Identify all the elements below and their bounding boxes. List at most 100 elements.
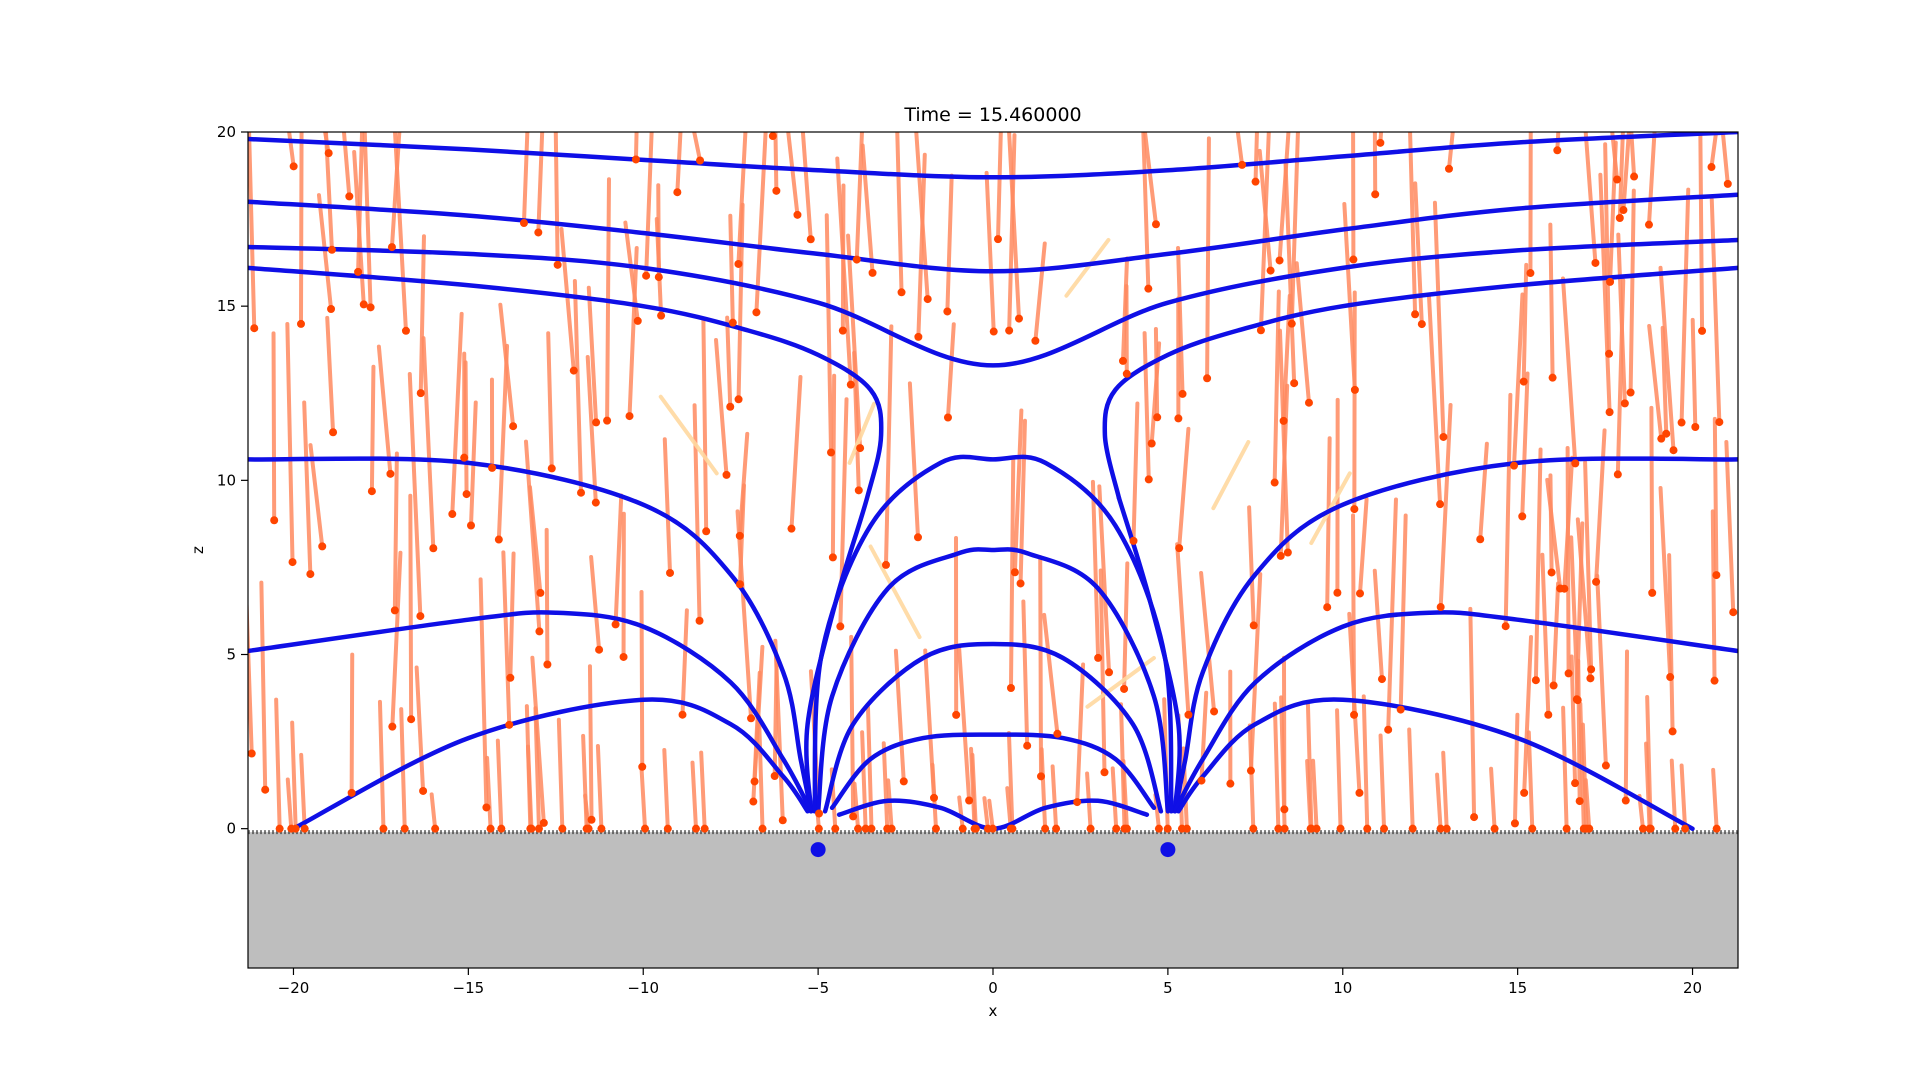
particle xyxy=(867,825,875,833)
particle xyxy=(419,787,427,795)
particle-trail xyxy=(703,320,706,531)
ground-layer xyxy=(248,832,1738,968)
particle xyxy=(1037,772,1045,780)
particle xyxy=(1691,423,1699,431)
particle xyxy=(752,308,760,316)
particle xyxy=(1657,435,1665,443)
particle xyxy=(849,812,857,820)
particle xyxy=(325,149,333,157)
particle xyxy=(1350,505,1358,513)
particle xyxy=(749,798,757,806)
particle xyxy=(1613,176,1621,184)
particle xyxy=(1210,707,1218,715)
particle xyxy=(1586,674,1594,682)
particle xyxy=(592,499,600,507)
particle xyxy=(509,422,517,430)
particle xyxy=(1052,825,1060,833)
particle xyxy=(984,825,992,833)
particle xyxy=(1371,190,1379,198)
particle xyxy=(1175,544,1183,552)
particle-trail xyxy=(395,454,397,611)
particle xyxy=(250,324,258,332)
particle xyxy=(1384,726,1392,734)
particle xyxy=(932,825,940,833)
particle xyxy=(487,825,495,833)
x-tick-label: −10 xyxy=(627,979,659,997)
particle xyxy=(1592,578,1600,586)
particle xyxy=(1436,500,1444,508)
particle xyxy=(1267,267,1275,275)
particle xyxy=(1707,163,1715,171)
particle xyxy=(1011,568,1019,576)
particle xyxy=(1621,399,1629,407)
particle xyxy=(1337,825,1345,833)
particle xyxy=(1053,730,1061,738)
particle xyxy=(1017,579,1025,587)
particle-trail xyxy=(1651,408,1652,593)
particle xyxy=(930,794,938,802)
particle xyxy=(1307,825,1315,833)
particle xyxy=(673,188,681,196)
particle xyxy=(1439,433,1447,441)
particle-trail xyxy=(1380,97,1383,143)
particle xyxy=(735,395,743,403)
particle xyxy=(1587,665,1595,673)
particle xyxy=(641,825,649,833)
particle-trail xyxy=(555,97,557,265)
particle xyxy=(898,288,906,296)
particle xyxy=(386,470,394,478)
particle xyxy=(535,825,543,833)
particle xyxy=(1183,825,1191,833)
particle xyxy=(388,243,396,251)
particle xyxy=(348,789,356,797)
particle xyxy=(534,228,542,236)
particle xyxy=(1276,256,1284,264)
particle xyxy=(1041,825,1049,833)
particle xyxy=(1250,621,1258,629)
particle xyxy=(1164,825,1172,833)
particle xyxy=(1130,537,1138,545)
particle xyxy=(1606,408,1614,416)
particle xyxy=(1174,414,1182,422)
particle xyxy=(301,825,309,833)
particle xyxy=(726,403,734,411)
particle xyxy=(632,155,640,163)
x-axis-label: x xyxy=(989,1002,998,1020)
particle xyxy=(807,235,815,243)
particle xyxy=(1155,825,1163,833)
particle xyxy=(1073,798,1081,806)
particle xyxy=(1713,825,1721,833)
particle xyxy=(1571,459,1579,467)
particle xyxy=(723,471,731,479)
particle xyxy=(497,825,505,833)
particle xyxy=(1511,819,1519,827)
particle xyxy=(1520,789,1528,797)
y-axis-label: z xyxy=(189,546,207,554)
particle xyxy=(558,825,566,833)
particle xyxy=(1356,589,1364,597)
particle-trail xyxy=(775,97,776,191)
particle xyxy=(1602,762,1610,770)
particle xyxy=(597,825,605,833)
particle xyxy=(1380,825,1388,833)
particle xyxy=(1528,825,1536,833)
particle xyxy=(883,825,891,833)
particle xyxy=(793,211,801,219)
particle xyxy=(994,235,1002,243)
particle-trail xyxy=(1256,97,1258,181)
particle xyxy=(543,660,551,668)
particle xyxy=(1152,220,1160,228)
particle-trail xyxy=(730,216,733,323)
particle xyxy=(520,219,528,227)
particle xyxy=(839,327,847,335)
particle-trail xyxy=(352,655,353,793)
particle xyxy=(1145,475,1153,483)
particle xyxy=(577,489,585,497)
particle xyxy=(657,312,665,320)
particle xyxy=(734,260,742,268)
particle xyxy=(1648,589,1656,597)
particle xyxy=(1437,603,1445,611)
particle-trail xyxy=(1327,438,1329,607)
